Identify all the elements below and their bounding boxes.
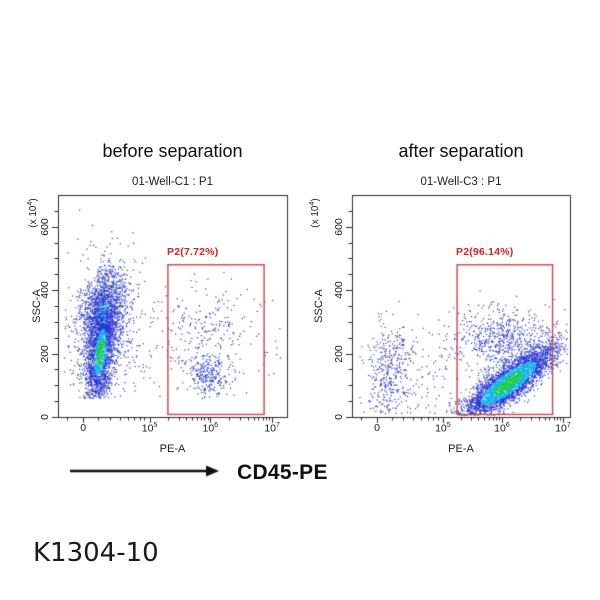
x-tick-label: 106 [494,422,510,435]
x-tick-label: 105 [435,422,451,435]
x-tick-label: 106 [202,422,219,435]
x-tick-label: 107 [264,422,280,435]
gate-label-before: P2(7.72%) [167,246,219,258]
x-axis-label-before: PE-A [159,443,186,455]
y-tick-label: 0 [39,414,51,420]
y-tick-label: 400 [333,281,345,299]
y-tick-label: 400 [39,281,51,299]
x-tick-label: 107 [555,422,571,435]
y-tick-label: 0 [333,414,345,420]
x-tick-label: 105 [141,422,158,435]
y-axis-unit-before: (x 104) [26,198,40,228]
y-tick-label: 200 [39,344,51,363]
y-tick-label: 600 [333,217,345,236]
panel-subtitle-before: 01-Well-C1 : P1 [132,176,213,188]
y-axis-label-after: SSC-A [313,289,325,323]
catalog-number-label: K1304-10 [33,538,159,568]
panel-title-after: after separation [398,141,524,161]
x-axis-label-after: PE-A [448,443,474,455]
panel-title-before: before separation [102,141,243,161]
y-tick-label: 600 [39,217,51,236]
y-axis-unit-after: (x 104) [308,198,322,228]
arrow-caption-cd45-pe: CD45-PE [237,461,328,484]
panel-subtitle-after: 01-Well-C3 : P1 [420,176,502,188]
y-tick-label: 200 [333,344,345,363]
x-tick-label: 0 [80,422,87,434]
x-tick-label: 0 [374,422,380,434]
gate-label-after: P2(96.14%) [456,246,514,258]
